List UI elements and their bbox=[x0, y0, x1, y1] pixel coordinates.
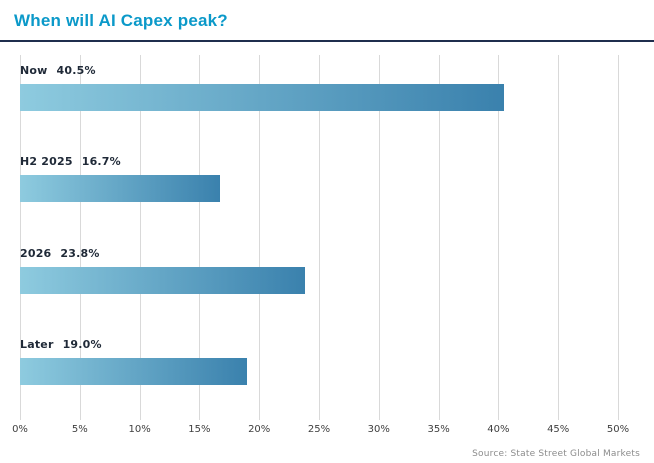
bar-label: H2 2025 16.7% bbox=[20, 155, 618, 168]
x-tick-label: 45% bbox=[547, 424, 570, 435]
chart-title: When will AI Capex peak? bbox=[14, 11, 228, 30]
bar-rows: Now 40.5% H2 2025 16.7% 2026 23.8% Later 19.0% bbox=[20, 55, 618, 420]
gridline bbox=[319, 55, 320, 420]
gridline bbox=[139, 55, 141, 420]
bar-label: Now 40.5% bbox=[20, 64, 618, 77]
bar-value-label: 40.5% bbox=[56, 64, 96, 77]
x-tick-label: 25% bbox=[307, 424, 331, 435]
gridline bbox=[378, 55, 380, 420]
source-note: Source: State Street Global Markets bbox=[472, 449, 640, 459]
x-tick-label: 10% bbox=[128, 424, 151, 435]
bar bbox=[20, 84, 505, 111]
plot-area: Now 40.5% H2 2025 16.7% 2026 23.8% Later 19.0% bbox=[20, 55, 619, 420]
x-tick-label: 15% bbox=[188, 424, 211, 435]
x-tick-label: 40% bbox=[487, 424, 510, 435]
bar-row: Later 19.0% bbox=[20, 329, 618, 420]
bar bbox=[20, 175, 220, 203]
bar-label: 2026 23.8% bbox=[20, 247, 618, 260]
x-tick-label: 5% bbox=[71, 424, 88, 435]
bar-value-label: 23.8% bbox=[60, 246, 100, 260]
gridline bbox=[558, 55, 560, 420]
bar-row: Now 40.5% bbox=[20, 55, 618, 146]
bar-row: H2 2025 16.7% bbox=[20, 146, 618, 237]
x-tick-label: 50% bbox=[606, 424, 630, 435]
gridline bbox=[438, 55, 440, 420]
bar-category-label: Later bbox=[20, 337, 54, 351]
gridline bbox=[618, 55, 619, 420]
x-axis: 0% 5% 10% 15% 20% 25% 30% 35% 40% 45% 50% bbox=[12, 424, 629, 440]
bar bbox=[20, 357, 248, 385]
gridline bbox=[20, 55, 21, 420]
bar-value-label: 16.7% bbox=[81, 155, 121, 169]
bar-label: Later 19.0% bbox=[20, 338, 618, 351]
x-tick-label: 20% bbox=[248, 424, 271, 435]
gridline bbox=[199, 55, 201, 420]
bar bbox=[20, 266, 305, 294]
bar-row: 2026 23.8% bbox=[20, 238, 618, 329]
x-tick-label: 0% bbox=[12, 424, 28, 435]
bar-category-label: 2026 bbox=[20, 246, 52, 260]
bar-category-label: Now bbox=[20, 64, 48, 77]
x-tick-label: 35% bbox=[427, 424, 450, 435]
gridline bbox=[79, 55, 81, 420]
x-tick-label: 30% bbox=[367, 424, 390, 435]
bar-value-label: 19.0% bbox=[62, 337, 102, 351]
bar-category-label: H2 2025 bbox=[20, 155, 73, 169]
gridline bbox=[498, 55, 500, 420]
title-divider bbox=[0, 40, 654, 42]
gridline bbox=[259, 55, 261, 420]
